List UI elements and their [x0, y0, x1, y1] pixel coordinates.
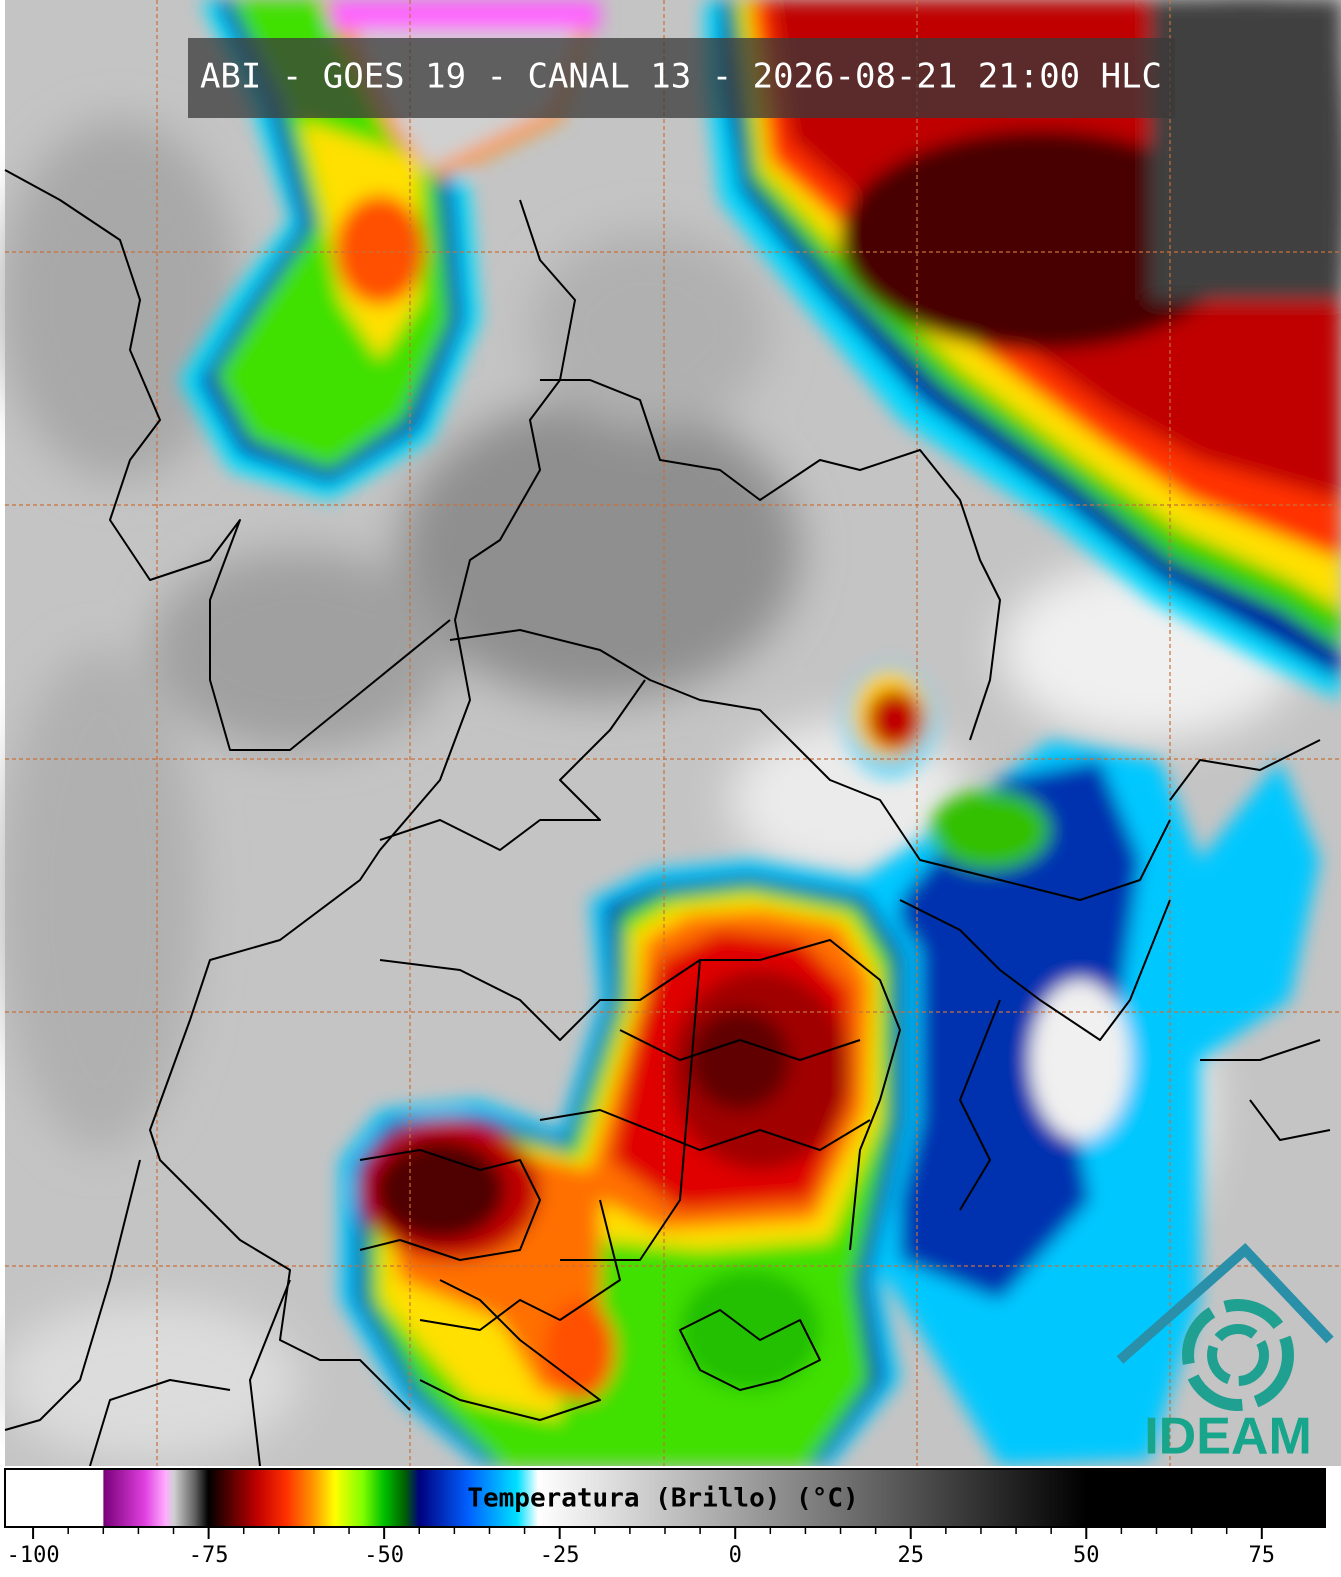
tick-label: 0: [729, 1543, 742, 1568]
tick-label: -75: [189, 1543, 229, 1568]
colorbar: Temperatura (Brillo) (°C) -100 -75 -50 -25 0…: [0, 1466, 1341, 1577]
tick-label: 50: [1073, 1543, 1100, 1568]
graticule: [5, 0, 1341, 1466]
colorbar-label: Temperatura (Brillo) (°C): [467, 1484, 858, 1514]
imagery: [0, 0, 1341, 1466]
title-box: ABI - GOES 19 - CANAL 13 - 2026-08-21 21…: [188, 38, 1175, 118]
boundaries: [4, 169, 1331, 1467]
tick-label: -100: [7, 1543, 60, 1568]
logo-text: IDEAM: [1144, 1408, 1312, 1466]
tick-label: 25: [897, 1543, 924, 1568]
tick-label: -25: [540, 1543, 580, 1568]
title: ABI - GOES 19 - CANAL 13 - 2026-08-21 21…: [200, 57, 1162, 97]
tick-label: 75: [1249, 1543, 1276, 1568]
colorbar-ramp: [4, 1468, 1326, 1528]
logo: IDEAM: [1116, 1243, 1334, 1466]
tick-label: -50: [364, 1543, 404, 1568]
